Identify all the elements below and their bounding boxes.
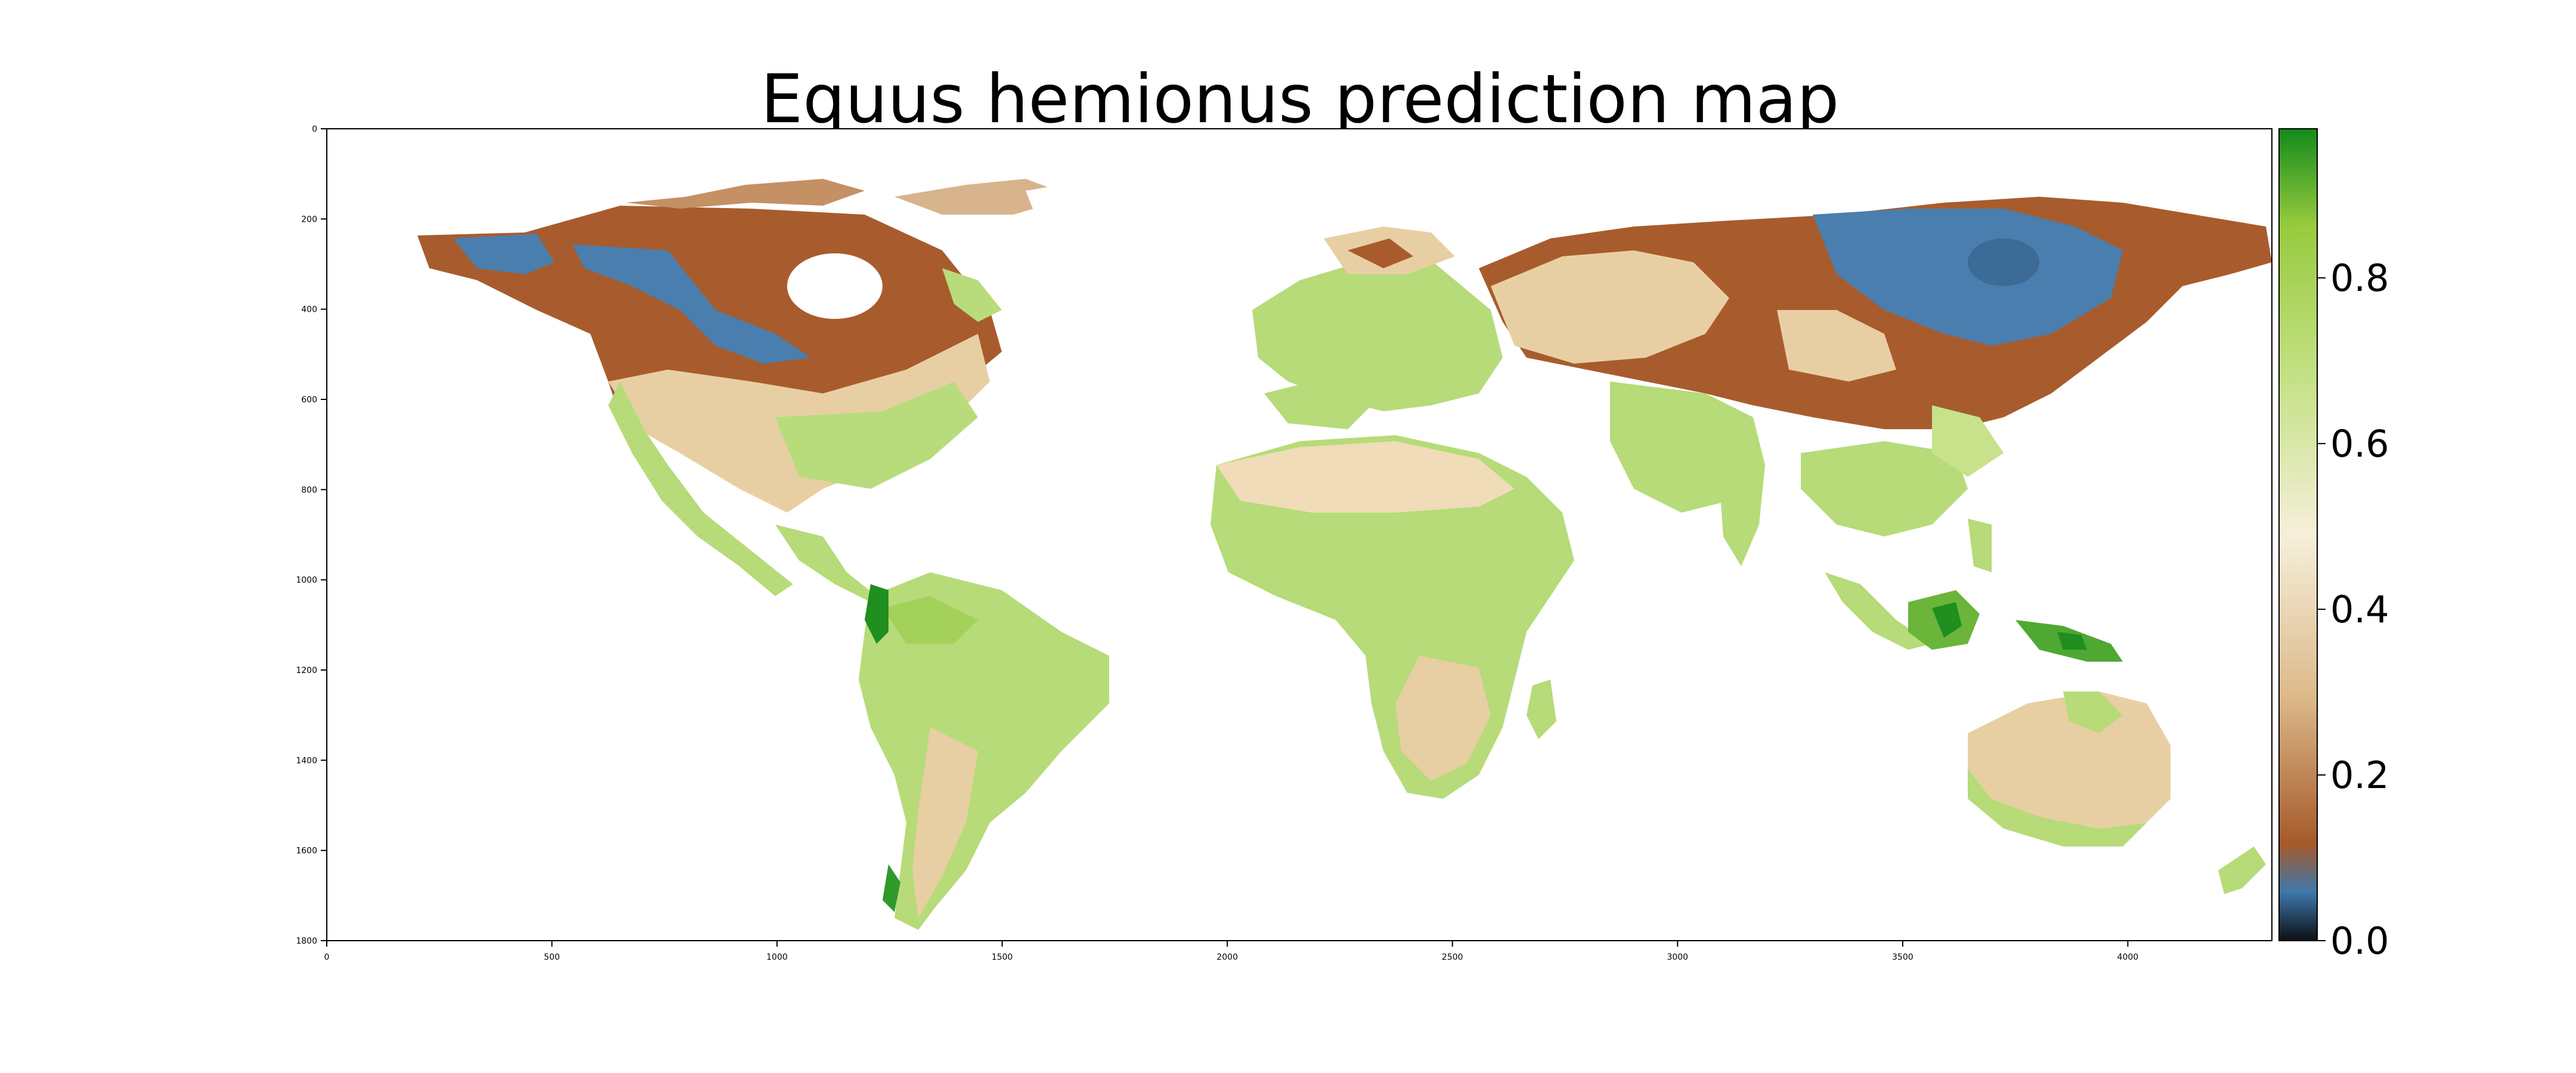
south-america — [859, 572, 1109, 930]
y-tick-label: 0 — [312, 125, 317, 134]
y-tick-label: 800 — [301, 485, 317, 495]
y-tick-label: 1400 — [296, 756, 317, 765]
asia — [1479, 197, 2272, 566]
colorbar — [2278, 128, 2318, 941]
north-america — [417, 179, 1073, 608]
x-tick-label: 4000 — [2117, 953, 2139, 962]
colorbar-tick-label: 0.4 — [2330, 588, 2389, 631]
x-tick-label: 1500 — [992, 953, 1013, 962]
x-tick-label: 3000 — [1667, 953, 1688, 962]
y-tick-label: 1000 — [296, 576, 317, 585]
colorbar-tick-label: 0.2 — [2330, 753, 2389, 797]
x-tick-label: 1000 — [766, 953, 788, 962]
y-tick-label: 1800 — [296, 936, 317, 946]
europe — [1252, 227, 1503, 429]
x-tick-label: 2500 — [1442, 953, 1463, 962]
y-tick-label: 1600 — [296, 846, 317, 856]
map-axes-frame — [326, 128, 2272, 941]
southeast-asia — [1825, 519, 2123, 662]
greenland — [1026, 179, 1181, 274]
australia — [1968, 691, 2266, 894]
x-tick-label: 3500 — [1892, 953, 1914, 962]
y-tick-label: 1200 — [296, 666, 317, 675]
map-title: Equus hemionus prediction map — [761, 61, 1840, 138]
y-tick-label: 400 — [301, 305, 317, 315]
y-tick-label: 200 — [301, 215, 317, 224]
y-tick-label: 600 — [301, 395, 317, 405]
colorbar-tick-label: 0.6 — [2330, 422, 2389, 466]
colorbar-ticks: 0.0 0.2 0.4 0.6 0.8 — [2317, 256, 2389, 963]
africa — [1210, 435, 1574, 799]
x-tick-label: 500 — [544, 953, 560, 962]
colorbar-tick-label: 0.0 — [2330, 919, 2389, 963]
y-axis-ticks: 0 200 400 600 800 1000 1200 1400 1600 1800 — [296, 125, 327, 946]
colorbar-tick-label: 0.8 — [2330, 256, 2389, 300]
map-area — [327, 129, 2272, 941]
x-axis-ticks: 0 500 1000 1500 2000 2500 3000 3500 4000 — [324, 941, 2139, 962]
x-tick-label: 2000 — [1216, 953, 1238, 962]
x-tick-label: 0 — [324, 953, 330, 962]
